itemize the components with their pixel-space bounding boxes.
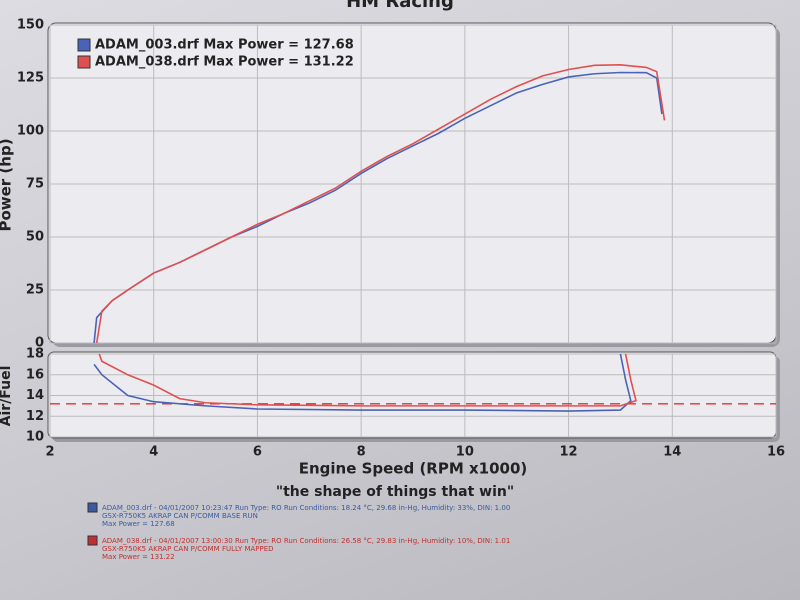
footer-swatch xyxy=(87,535,98,546)
legend-label: ADAM_038.drf Max Power = 131.22 xyxy=(95,55,354,70)
y-tick-label: 100 xyxy=(17,124,44,139)
y-tick-label: 150 xyxy=(17,18,44,33)
series-line xyxy=(95,64,666,344)
footer-text: GSX-R750K5 AKRAP CAN P/COMM BASE RUN xyxy=(102,512,258,520)
y-tick-label: 16 xyxy=(26,367,44,382)
y-tick-label: 14 xyxy=(26,388,44,403)
legend-swatch xyxy=(77,38,91,52)
x-tick-label: 10 xyxy=(456,445,474,460)
y-tick-label: 50 xyxy=(26,230,44,245)
subtitle: "the shape of things that win" xyxy=(276,484,514,500)
legend-swatch xyxy=(77,55,91,69)
footer-text: Max Power = 127.68 xyxy=(102,520,175,528)
x-tick-label: 14 xyxy=(663,445,681,460)
x-tick-label: 4 xyxy=(149,445,158,460)
power-panel xyxy=(47,22,777,344)
footer-text: Max Power = 131.22 xyxy=(102,553,175,561)
x-tick-label: 2 xyxy=(45,445,54,460)
x-tick-label: 12 xyxy=(560,445,578,460)
y-axis-label: Power (hp) xyxy=(0,138,15,231)
y-tick-label: 12 xyxy=(26,409,44,424)
series-line xyxy=(93,353,632,412)
legend-label: ADAM_003.drf Max Power = 127.68 xyxy=(95,38,354,53)
footer-text: ADAM_038.drf - 04/01/2007 13:00:30 Run T… xyxy=(102,537,510,545)
y-tick-label: 10 xyxy=(26,430,44,445)
y-tick-label: 18 xyxy=(26,347,44,362)
x-axis-label: Engine Speed (RPM x1000) xyxy=(299,460,528,478)
x-tick-label: 8 xyxy=(357,445,366,460)
y-tick-label: 75 xyxy=(26,177,44,192)
footer-swatch xyxy=(87,502,98,513)
x-tick-label: 16 xyxy=(767,445,785,460)
series-line xyxy=(98,353,637,407)
chart-title: HM Racing xyxy=(346,0,454,12)
y-tick-label: 25 xyxy=(26,283,44,298)
y-tick-label: 125 xyxy=(17,71,44,86)
x-tick-label: 6 xyxy=(253,445,262,460)
footer-text: ADAM_003.drf - 04/01/2007 10:23:47 Run T… xyxy=(102,504,510,512)
y-tick-label: 0 xyxy=(35,336,44,351)
y-axis-label: Air/Fuel xyxy=(0,366,14,427)
footer-text: GSX-R750K5 AKRAP CAN P/COMM FULLY MAPPED xyxy=(102,545,274,553)
